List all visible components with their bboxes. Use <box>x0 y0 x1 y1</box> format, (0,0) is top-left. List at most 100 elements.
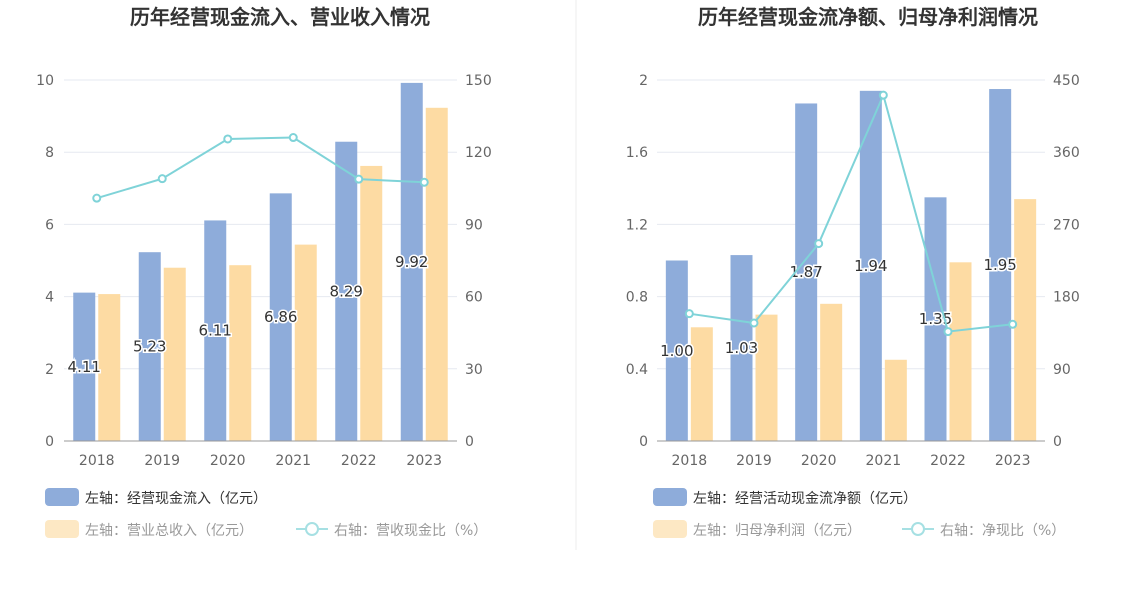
left-axis-tick-label: 6 <box>45 217 54 233</box>
right-axis-tick-label: 270 <box>1053 217 1080 233</box>
left-axis-tick-label: 0.8 <box>626 290 648 306</box>
left-axis-tick-label: 0.4 <box>626 362 648 378</box>
line-point <box>684 309 694 319</box>
legend-label: 左轴：经营现金流入（亿元） <box>85 491 267 507</box>
data-label: 5.23 <box>133 338 166 356</box>
bar-series-1 <box>989 89 1012 442</box>
line-point <box>354 174 364 184</box>
legend: 左轴：经营活动现金流净额（亿元） 左轴：归母净利润（亿元） 右轴：净现比（%） <box>653 488 1065 539</box>
legend-label: 右轴：净现比（%） <box>940 523 1065 539</box>
left-axis-tick-label: 0 <box>639 434 648 450</box>
bar-series-2 <box>884 359 907 441</box>
bar-series-2 <box>690 327 713 441</box>
data-label: 1.03 <box>725 339 758 357</box>
legend-item[interactable]: 左轴：经营活动现金流净额（亿元） <box>653 488 917 507</box>
line-point <box>943 327 953 337</box>
line-point <box>223 134 233 144</box>
legend-label: 右轴：营收现金比（%） <box>334 523 487 539</box>
bar-series-1 <box>924 197 947 441</box>
bar-series-2 <box>294 244 317 441</box>
right-axis-tick-label: 90 <box>465 217 483 233</box>
left-axis-tick-label: 8 <box>45 145 54 161</box>
right-axis-tick-label: 360 <box>1053 145 1080 161</box>
bar-series-2 <box>820 303 843 441</box>
bar-series-2 <box>360 165 383 441</box>
left-axis-tick-label: 10 <box>36 73 54 89</box>
line-point <box>157 174 167 184</box>
legend-item[interactable]: 右轴：营收现金比（%） <box>296 522 487 539</box>
bar-series-2 <box>755 314 778 441</box>
left-axis-tick-label: 4 <box>45 290 54 306</box>
left-axis-tick-label: 1.2 <box>626 217 648 233</box>
x-axis-tick-label: 2018 <box>672 453 708 469</box>
right-axis-tick-label: 60 <box>465 290 483 306</box>
bar-series-1 <box>204 220 227 441</box>
right-axis-tick-label: 450 <box>1053 73 1080 89</box>
line-point <box>878 90 888 100</box>
bar-series-2 <box>425 107 448 441</box>
legend-swatch <box>653 520 687 538</box>
bar-series-2 <box>163 267 186 441</box>
left-axis-tick-label: 2 <box>45 362 54 378</box>
bar-series-2 <box>949 262 972 441</box>
data-label: 1.94 <box>854 257 887 275</box>
legend-item[interactable]: 左轴：归母净利润（亿元） <box>653 520 861 539</box>
legend-swatch <box>45 488 79 506</box>
right-axis-tick-label: 150 <box>465 73 492 89</box>
left-axis-tick-label: 1.6 <box>626 145 648 161</box>
right-axis-tick-label: 0 <box>1053 434 1062 450</box>
data-label: 8.29 <box>330 282 363 300</box>
data-label: 9.92 <box>395 253 428 271</box>
legend-label: 左轴：经营活动现金流净额（亿元） <box>693 491 917 507</box>
legend-item[interactable]: 左轴：经营现金流入（亿元） <box>45 488 267 507</box>
line-series <box>689 92 1013 333</box>
legend-item[interactable]: 左轴：营业总收入（亿元） <box>45 520 253 539</box>
right-axis-tick-label: 90 <box>1053 362 1071 378</box>
x-axis-tick-label: 2020 <box>801 453 837 469</box>
bar-series-2 <box>98 294 121 441</box>
bar-series-2 <box>1014 199 1037 441</box>
left-axis-tick-label: 0 <box>45 434 54 450</box>
data-label: 1.00 <box>660 342 693 360</box>
line-point <box>92 193 102 203</box>
data-label: 6.86 <box>264 308 297 326</box>
legend-item[interactable]: 右轴：净现比（%） <box>902 522 1065 539</box>
data-label: 4.11 <box>68 358 101 376</box>
bar-series-1 <box>859 90 882 441</box>
x-axis-tick-label: 2022 <box>930 453 966 469</box>
bar-series-1 <box>138 252 161 441</box>
chart-title: 历年经营现金流入、营业收入情况 <box>130 5 430 29</box>
data-label: 1.95 <box>983 256 1016 274</box>
x-axis-tick-label: 2019 <box>736 453 772 469</box>
right-axis-tick-label: 0 <box>465 434 474 450</box>
data-label: 6.11 <box>199 322 232 340</box>
x-axis-tick-label: 2023 <box>995 453 1031 469</box>
x-axis-tick-label: 2022 <box>341 453 377 469</box>
bar-series-1 <box>269 193 292 441</box>
line-point <box>288 133 298 143</box>
plot-area: 0 0 0.4 90 0.8 180 1.2 270 1.6 360 2 450 2018 2019 202… <box>626 73 1080 469</box>
bar-series-1 <box>335 141 358 441</box>
bar-series-1 <box>795 103 818 441</box>
chart-title: 历年经营现金流净额、归母净利润情况 <box>698 5 1038 29</box>
legend: 左轴：经营现金流入（亿元） 左轴：营业总收入（亿元） 右轴：营收现金比（%） <box>45 488 487 539</box>
bar-series-2 <box>229 265 252 441</box>
left-axis-tick-label: 2 <box>639 73 648 89</box>
chart-panel-left: 历年经营现金流入、营业收入情况 0 0 2 30 4 60 6 90 8 120 10 150 2018… <box>36 5 492 539</box>
x-axis-tick-label: 2019 <box>144 453 180 469</box>
line-point <box>419 177 429 187</box>
line-point <box>814 239 824 249</box>
bar-series-1 <box>665 260 688 441</box>
x-axis-tick-label: 2023 <box>406 453 442 469</box>
x-axis-tick-label: 2021 <box>275 453 311 469</box>
bar-series-1 <box>730 255 753 441</box>
right-axis-tick-label: 120 <box>465 145 492 161</box>
right-axis-tick-label: 30 <box>465 362 483 378</box>
line-series <box>96 136 425 200</box>
legend-line-marker <box>305 522 319 536</box>
chart-panel-right: 历年经营现金流净额、归母净利润情况 0 0 0.4 90 0.8 180 1.2 270 1.6… <box>626 5 1080 539</box>
bar-series-1 <box>73 292 96 441</box>
bar-series-1 <box>400 82 423 441</box>
x-axis-tick-label: 2021 <box>866 453 902 469</box>
